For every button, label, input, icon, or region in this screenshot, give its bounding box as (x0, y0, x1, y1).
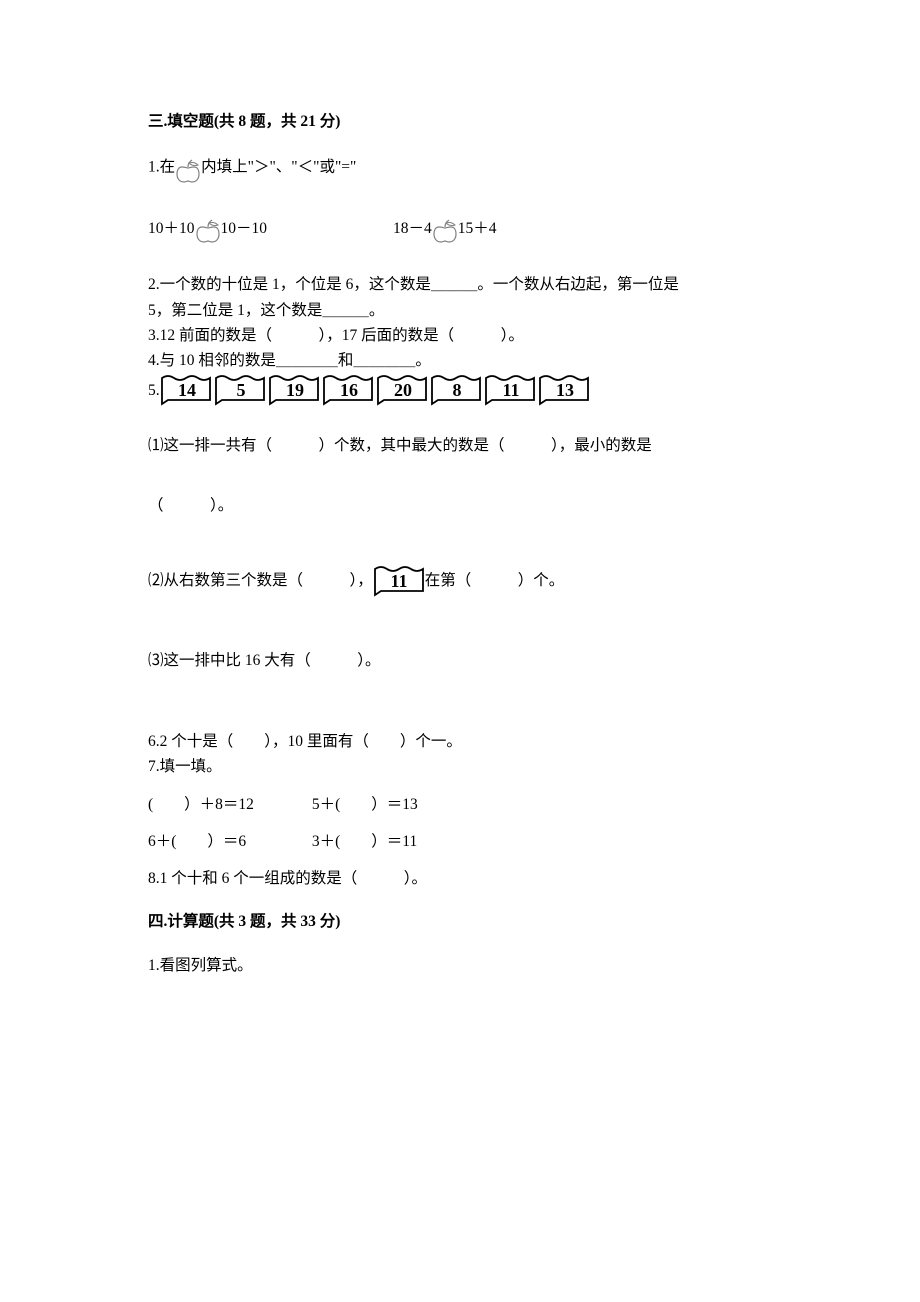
flag-icon: 14 (160, 374, 214, 406)
flag-icon: 20 (376, 374, 430, 406)
apple-icon (196, 213, 220, 243)
q3-7-row1: ( ）＋8＝12 5＋( ）＝13 (148, 793, 770, 816)
flag-icon: 11 (484, 374, 538, 406)
q3-1: 1.在 内填上"＞"、"＜"或"=" (148, 153, 770, 183)
q3-1-equations: 10＋10 10－10 18－4 15＋4 (148, 213, 770, 243)
svg-text:11: 11 (390, 571, 407, 591)
q3-8: 8.1 个十和 6 个一组成的数是（ ）。 (148, 867, 770, 890)
eq1-left: 10＋10 (148, 217, 195, 240)
svg-text:14: 14 (178, 380, 196, 400)
q3-1-prefix: 1.在 (148, 159, 175, 176)
section-3-header: 三.填空题(共 8 题，共 21 分) (148, 110, 770, 133)
q3-5-sub1-line2: （ ）。 (148, 494, 770, 517)
q3-5-sub2-a: ⑵从右数第三个数是（ ）， (148, 569, 373, 592)
flag-icon: 8 (430, 374, 484, 406)
eq1-right: 10－10 (221, 217, 268, 240)
q3-5-sub1: ⑴这一排一共有（ ）个数，其中最大的数是（ ），最小的数是 （ ）。 (148, 434, 770, 517)
q3-6: 6.2 个十是（ ），10 里面有（ ）个一。 (148, 730, 770, 753)
q3-7-row2: 6＋( ）＝6 3＋( ）＝11 (148, 830, 770, 853)
flag-icon: 13 (538, 374, 592, 406)
svg-text:5: 5 (236, 380, 245, 400)
eq2-left: 18－4 (393, 217, 432, 240)
q3-5-sub2: ⑵从右数第三个数是（ ）， 11 在第（ ）个。 (148, 565, 770, 597)
q3-2-line2: 5，第二位是 1，这个数是＿＿＿。 (148, 299, 770, 322)
q4-1: 1.看图列算式。 (148, 954, 770, 977)
svg-text:20: 20 (394, 380, 412, 400)
page-container: 三.填空题(共 8 题，共 21 分) 1.在 内填上"＞"、"＜"或"=" 10… (0, 0, 920, 1302)
apple-icon (433, 213, 457, 243)
svg-text:13: 13 (556, 380, 574, 400)
svg-text:11: 11 (502, 380, 519, 400)
svg-text:8: 8 (452, 380, 461, 400)
q3-2-line1: 2.一个数的十位是 1，个位是 6，这个数是＿＿＿。一个数从右边起，第一位是 (148, 273, 770, 296)
svg-text:19: 19 (286, 380, 304, 400)
q3-7-r1c2: 5＋( ）＝13 (312, 796, 418, 813)
flag-icon: 19 (268, 374, 322, 406)
q3-3: 3.12 前面的数是（ ），17 后面的数是（ ）。 (148, 324, 770, 347)
flag-icon: 5 (214, 374, 268, 406)
flag-icon: 11 (373, 565, 425, 597)
eq1: 10＋10 10－10 (148, 213, 267, 243)
q3-5: 5. 14 5 19 16 20 8 11 13 (148, 374, 770, 406)
q3-5-sub2-b: 在第（ ）个。 (425, 569, 565, 592)
q3-7-r2c2: 3＋( ）＝11 (312, 833, 417, 850)
flag-icon: 16 (322, 374, 376, 406)
q3-7: 7.填一填。 (148, 755, 770, 778)
q3-7-r1c1: ( ）＋8＝12 (148, 793, 308, 816)
q3-4: 4.与 10 相邻的数是＿＿＿＿和＿＿＿＿。 (148, 349, 770, 372)
q3-5-sub1-line1: ⑴这一排一共有（ ）个数，其中最大的数是（ ），最小的数是 (148, 434, 770, 457)
q3-7-r2c1: 6＋( ）＝6 (148, 830, 308, 853)
eq2: 18－4 15＋4 (393, 213, 497, 243)
apple-icon (176, 153, 200, 183)
q3-5-prefix: 5. (148, 379, 160, 402)
q3-1-suffix: 内填上"＞"、"＜"或"=" (201, 159, 356, 176)
q3-5-sub3: ⑶这一排中比 16 大有（ ）。 (148, 649, 770, 672)
eq2-right: 15＋4 (458, 217, 497, 240)
svg-text:16: 16 (340, 380, 358, 400)
flag-row: 14 5 19 16 20 8 11 13 (160, 374, 592, 406)
section-4-header: 四.计算题(共 3 题，共 33 分) (148, 910, 770, 933)
